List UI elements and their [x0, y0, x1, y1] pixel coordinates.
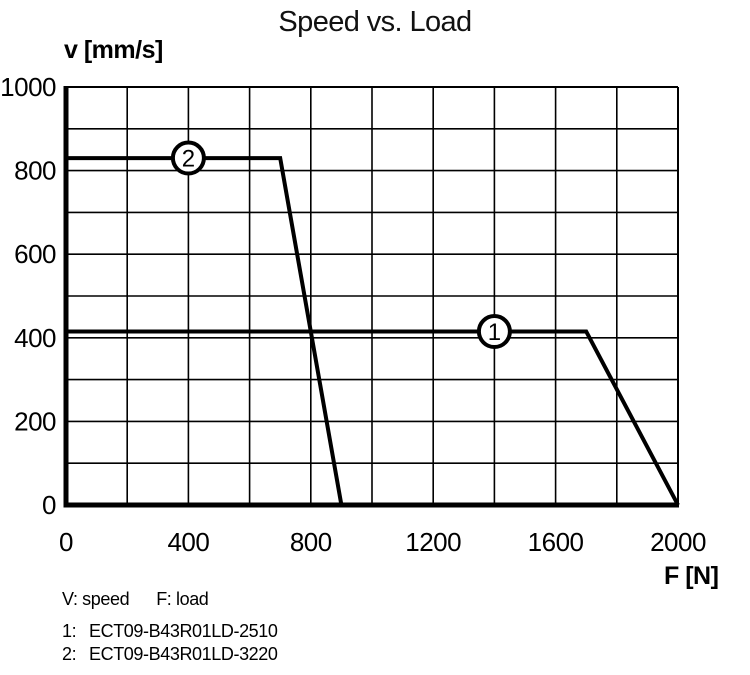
x-tick-label: 800	[290, 527, 332, 557]
y-axis-label: v [mm/s]	[64, 36, 163, 64]
y-tick-label: 600	[14, 239, 56, 269]
curve-marker-label-2: 2	[182, 146, 195, 173]
legend-item: 2: ECT09-B43R01LD-3220	[62, 643, 278, 666]
x-tick-label: 1200	[405, 527, 461, 557]
y-tick-label: 0	[42, 490, 56, 520]
curve-2	[66, 156, 344, 506]
f-note: F: load	[156, 589, 209, 609]
y-tick-label: 1000	[0, 72, 56, 102]
x-tick-label: 400	[167, 527, 209, 557]
x-tick-label: 1600	[528, 527, 584, 557]
chart-title: Speed vs. Load	[278, 6, 472, 38]
y-tick-label: 200	[14, 406, 56, 436]
x-tick-label: 0	[59, 527, 73, 557]
legend-item: 1: ECT09-B43R01LD-2510	[62, 620, 278, 643]
curve-1	[66, 329, 680, 506]
legend-item-key: 2:	[62, 644, 77, 664]
v-note: V: speed	[62, 589, 130, 609]
curve-marker-2	[170, 140, 206, 176]
legend-note: V: speed F: load	[62, 589, 209, 610]
legend-item-key: 1:	[62, 621, 77, 641]
y-tick-label: 400	[14, 323, 56, 353]
x-tick-label: 2000	[650, 527, 706, 557]
x-axis-label: F [N]	[664, 562, 719, 590]
y-tick-label: 800	[14, 156, 56, 186]
curve-marker-1	[476, 314, 512, 350]
curve-marker-label-1: 1	[488, 319, 501, 346]
speed-vs-load-plot: 1 2 0 400 800 1200 1600 2000 0 200 400 600 800 1000	[0, 72, 706, 557]
legend-item-value: ECT09-B43R01LD-2510	[89, 621, 278, 641]
legend-item-value: ECT09-B43R01LD-3220	[89, 644, 278, 664]
series-legend: 1: ECT09-B43R01LD-2510 2: ECT09-B43R01LD-3…	[62, 620, 278, 666]
